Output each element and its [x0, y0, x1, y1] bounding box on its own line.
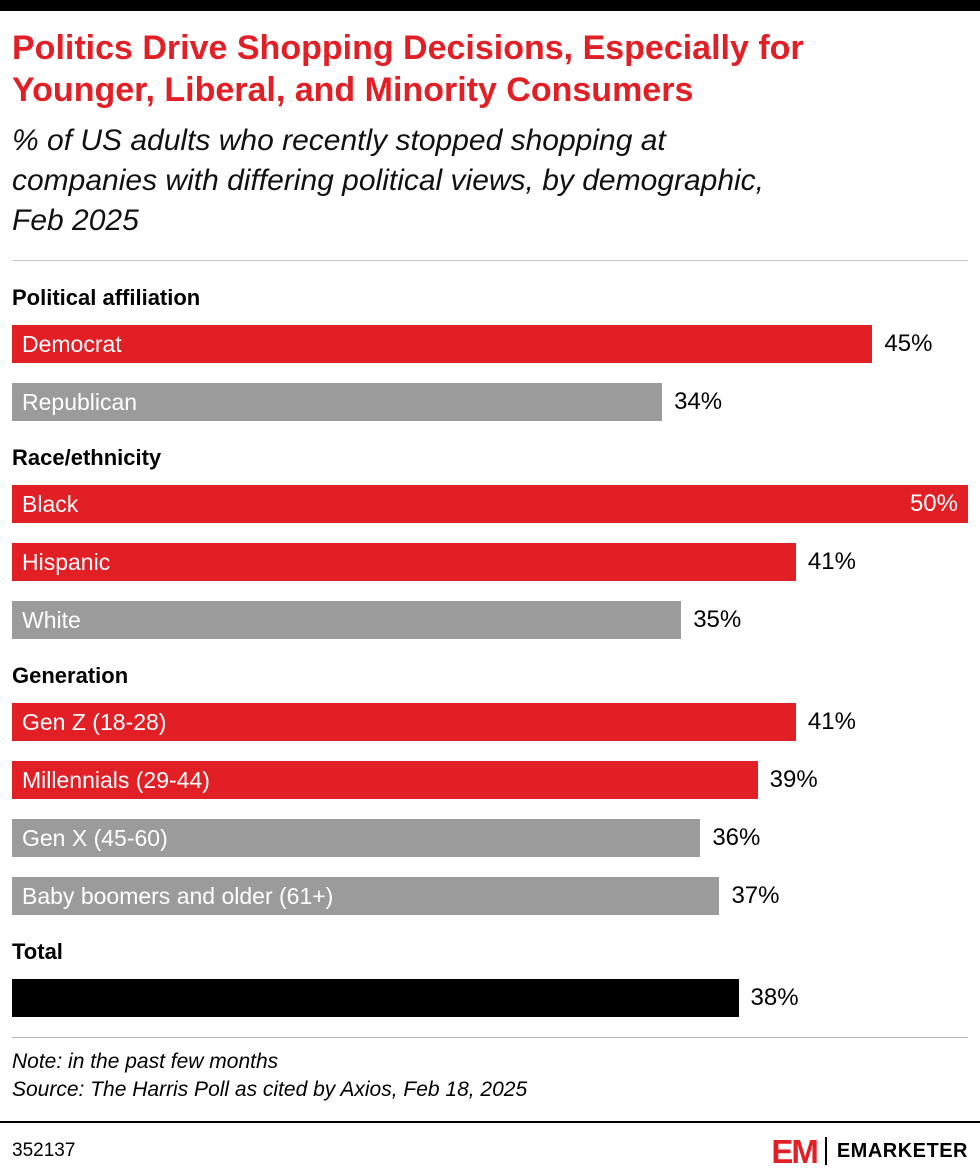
bar-value: 50%	[909, 490, 958, 518]
bar-value: 41%	[807, 708, 856, 736]
bar-row: Gen X (45-60) 36%	[12, 819, 968, 858]
bar-total	[12, 979, 739, 1018]
bar-label: Gen Z (18-28)	[22, 708, 167, 735]
bar-baby-boomers-and-older-61: Baby boomers and older (61+)	[12, 877, 720, 916]
bar-millennials-29-44: Millennials (29-44)	[12, 761, 758, 800]
chart-source: Source: The Harris Poll as cited by Axio…	[12, 1078, 528, 1102]
bar-row: Hispanic 41%	[12, 543, 968, 582]
chart-note: Note: in the past few months	[12, 1050, 279, 1074]
group-label: Generation	[12, 663, 129, 689]
group-label: Political affiliation	[12, 285, 201, 311]
chart-title: Politics Drive Shopping Decisions, Espec…	[12, 29, 804, 110]
emarketer-brand-name: EMARKETER	[836, 1139, 968, 1162]
bar-label: Gen X (45-60)	[22, 824, 168, 851]
logo-separator	[824, 1137, 827, 1166]
chart-group-total: Total 38%	[12, 939, 968, 1018]
bar-row: White 35%	[12, 601, 968, 640]
bar-gen-x-45-60: Gen X (45-60)	[12, 819, 701, 858]
header-divider	[12, 260, 968, 262]
bar-white: White	[12, 601, 682, 640]
bar-value: 37%	[731, 882, 780, 910]
bar-label: Millennials (29-44)	[22, 766, 210, 793]
bar-democrat: Democrat	[12, 325, 873, 364]
bar-value: 45%	[884, 330, 933, 358]
bar-value: 41%	[807, 548, 856, 576]
bar-label: Democrat	[22, 330, 122, 357]
bar-hispanic: Hispanic	[12, 543, 796, 582]
bar-row: Republican 34%	[12, 383, 968, 422]
bar-label: Hispanic	[22, 548, 111, 575]
emarketer-logo: EM EMARKETER	[771, 1135, 968, 1168]
bar-row: Black 50%	[12, 485, 968, 524]
chart-group-political-affiliation: Political affiliation Democrat 45% Republic…	[12, 285, 968, 422]
bar-gen-z-18-28: Gen Z (18-28)	[12, 703, 796, 742]
footer-divider	[0, 1120, 980, 1123]
top-black-bar	[0, 0, 980, 11]
bar-label: Republican	[22, 388, 138, 415]
bar-black: Black 50%	[12, 485, 968, 524]
chart-group-race-ethnicity: Race/ethnicity Black 50% Hispanic 41% White 35…	[12, 445, 968, 640]
chart-group-generation: Generation Gen Z (18-28) 41% Millennials (2…	[12, 663, 968, 916]
bar-row: Millennials (29-44) 39%	[12, 761, 968, 800]
bar-value: 39%	[769, 766, 818, 794]
bar-value: 35%	[693, 606, 742, 634]
footer: 352137 EM EMARKETER	[0, 1123, 980, 1168]
bar-value: 36%	[712, 824, 761, 852]
bar-row: 38%	[12, 979, 968, 1018]
emarketer-logo-mark-icon: EM	[771, 1132, 818, 1170]
bar-label: Baby boomers and older (61+)	[22, 882, 334, 909]
bar-label: White	[22, 606, 81, 633]
group-label: Race/ethnicity	[12, 445, 162, 471]
bar-row: Democrat 45%	[12, 325, 968, 364]
bar-value: 38%	[750, 984, 799, 1012]
notes-divider	[12, 1037, 968, 1039]
chart-page: Politics Drive Shopping Decisions, Espec…	[0, 27, 980, 1105]
bar-row: Gen Z (18-28) 41%	[12, 703, 968, 742]
bar-value: 34%	[674, 388, 723, 416]
bar-row: Baby boomers and older (61+) 37%	[12, 877, 968, 916]
chart: Political affiliation Democrat 45% Republic…	[12, 285, 968, 1018]
bar-republican: Republican	[12, 383, 663, 422]
group-label: Total	[12, 939, 63, 965]
chart-subtitle: % of US adults who recently stopped shop…	[12, 124, 765, 237]
bar-label: Black	[22, 490, 79, 517]
chart-id: 352137	[12, 1140, 76, 1162]
